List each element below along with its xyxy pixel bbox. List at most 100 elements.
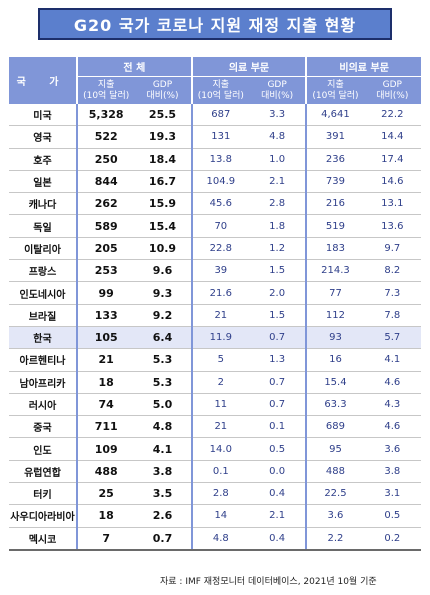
medical-spend-cell: 70 — [191, 214, 249, 238]
total-gdp-cell: 3.8 — [134, 460, 193, 484]
nonmedical-gdp-cell: 0.5 — [363, 504, 421, 528]
medical-gdp-cell: 0.7 — [248, 371, 308, 394]
country-cell: 영국 — [9, 125, 79, 149]
nonmedical-spend-cell: 4,641 — [306, 104, 364, 127]
nonmedical-spend-cell: 391 — [306, 125, 364, 149]
nonmedical-spend-cell: 77 — [306, 281, 364, 305]
medical-spend-cell: 5 — [191, 348, 249, 372]
country-cell: 한국 — [9, 326, 79, 350]
country-cell: 독일 — [9, 214, 79, 238]
table-row: 멕시코 7 0.7 4.8 0.4 2.2 0.2 — [9, 527, 421, 551]
table-row: 러시아 74 5.0 11 0.7 63.3 4.3 — [9, 393, 421, 417]
table-row: 중국 711 4.8 21 0.1 689 4.6 — [9, 415, 421, 439]
total-spend-cell: 18 — [77, 371, 135, 394]
country-cell: 일본 — [9, 170, 79, 194]
country-cell: 브라질 — [9, 304, 79, 327]
medical-gdp-cell: 2.8 — [248, 192, 308, 216]
table-row: 미국 5,328 25.5 687 3.3 4,641 22.2 — [9, 104, 421, 127]
total-gdp-cell: 9.2 — [134, 304, 193, 327]
medical-gdp-cell: 2.0 — [248, 281, 308, 305]
country-cell: 인도네시아 — [9, 281, 79, 305]
total-gdp-cell: 19.3 — [134, 125, 193, 149]
total-gdp-cell: 5.3 — [134, 348, 193, 372]
spending-table: 국 가 전 체 의료 부문 비의료 부문 지출 (10억 달러) GDP 대비(%)… — [9, 57, 421, 551]
medical-spend-cell: 131 — [191, 125, 249, 149]
total-gdp-cell: 0.7 — [134, 527, 193, 551]
header-group-nonmedical: 비의료 부문 — [306, 57, 421, 77]
total-gdp-cell: 6.4 — [134, 326, 193, 350]
source-note: 자료 : IMF 재정모니터 데이터베이스, 2021년 10월 기준 — [160, 577, 377, 587]
country-cell: 유럽연합 — [9, 460, 79, 484]
nonmedical-spend-cell: 183 — [306, 237, 364, 261]
medical-spend-cell: 21.6 — [191, 281, 249, 305]
country-cell: 미국 — [9, 104, 79, 127]
medical-spend-cell: 45.6 — [191, 192, 249, 216]
country-cell: 아르헨티나 — [9, 348, 79, 372]
medical-gdp-cell: 0.0 — [248, 460, 308, 484]
nonmedical-spend-cell: 216 — [306, 192, 364, 216]
medical-gdp-cell: 2.1 — [248, 170, 308, 194]
medical-gdp-cell: 0.1 — [248, 415, 308, 439]
table-row: 영국 522 19.3 131 4.8 391 14.4 — [9, 125, 421, 149]
nonmedical-gdp-cell: 9.7 — [363, 237, 421, 261]
table-row: 독일 589 15.4 70 1.8 519 13.6 — [9, 214, 421, 238]
header-nonmedical-gdp: GDP 대비(%) — [363, 76, 421, 104]
medical-gdp-cell: 0.4 — [248, 482, 308, 506]
medical-gdp-cell: 1.5 — [248, 259, 308, 283]
medical-spend-cell: 22.8 — [191, 237, 249, 261]
total-spend-cell: 105 — [77, 326, 135, 350]
total-spend-cell: 18 — [77, 504, 135, 528]
nonmedical-spend-cell: 739 — [306, 170, 364, 194]
country-cell: 프랑스 — [9, 259, 79, 283]
country-cell: 중국 — [9, 415, 79, 439]
nonmedical-gdp-cell: 7.8 — [363, 304, 421, 327]
header-total-spend: 지출 (10억 달러) — [77, 76, 135, 104]
medical-spend-cell: 2 — [191, 371, 249, 394]
country-cell: 호주 — [9, 148, 79, 171]
medical-gdp-cell: 1.0 — [248, 148, 308, 171]
medical-spend-cell: 14.0 — [191, 437, 249, 461]
medical-gdp-cell: 0.7 — [248, 326, 308, 350]
total-gdp-cell: 2.6 — [134, 504, 193, 528]
medical-spend-cell: 4.8 — [191, 527, 249, 551]
nonmedical-gdp-cell: 8.2 — [363, 259, 421, 283]
nonmedical-gdp-cell: 3.6 — [363, 437, 421, 461]
medical-gdp-cell: 2.1 — [248, 504, 308, 528]
nonmedical-spend-cell: 214.3 — [306, 259, 364, 283]
header-group-total: 전 체 — [77, 57, 193, 77]
medical-gdp-cell: 1.5 — [248, 304, 308, 327]
nonmedical-gdp-cell: 14.4 — [363, 125, 421, 149]
total-gdp-cell: 16.7 — [134, 170, 193, 194]
table-body: 미국 5,328 25.5 687 3.3 4,641 22.2 영국 522 19.3 131 4.… — [9, 104, 421, 551]
header-medical-gdp: GDP 대비(%) — [248, 76, 308, 104]
title-banner: G20 국가 코로나 지원 재정 지출 현황 — [38, 8, 392, 40]
header-nonmedical-spend: 지출 (10억 달러) — [306, 76, 364, 104]
table-row: 인도네시아 99 9.3 21.6 2.0 77 7.3 — [9, 281, 421, 305]
medical-spend-cell: 21 — [191, 415, 249, 439]
total-spend-cell: 844 — [77, 170, 135, 194]
total-gdp-cell: 10.9 — [134, 237, 193, 261]
total-spend-cell: 109 — [77, 437, 135, 461]
medical-spend-cell: 11.9 — [191, 326, 249, 350]
nonmedical-spend-cell: 2.2 — [306, 527, 364, 551]
total-gdp-cell: 25.5 — [134, 104, 193, 127]
header-medical-spend: 지출 (10억 달러) — [191, 76, 249, 104]
country-cell: 이탈리아 — [9, 237, 79, 261]
medical-gdp-cell: 0.7 — [248, 393, 308, 417]
total-spend-cell: 74 — [77, 393, 135, 417]
table-row: 인도 109 4.1 14.0 0.5 95 3.6 — [9, 437, 421, 461]
total-gdp-cell: 15.4 — [134, 214, 193, 238]
total-spend-cell: 262 — [77, 192, 135, 216]
total-spend-cell: 99 — [77, 281, 135, 305]
total-spend-cell: 7 — [77, 527, 135, 551]
nonmedical-spend-cell: 519 — [306, 214, 364, 238]
table-row: 캐나다 262 15.9 45.6 2.8 216 13.1 — [9, 192, 421, 216]
nonmedical-gdp-cell: 3.1 — [363, 482, 421, 506]
medical-spend-cell: 0.1 — [191, 460, 249, 484]
country-cell: 러시아 — [9, 393, 79, 417]
table-row: 프랑스 253 9.6 39 1.5 214.3 8.2 — [9, 259, 421, 283]
total-spend-cell: 25 — [77, 482, 135, 506]
table-row: 브라질 133 9.2 21 1.5 112 7.8 — [9, 304, 421, 327]
total-gdp-cell: 18.4 — [134, 148, 193, 171]
table-row: 아르헨티나 21 5.3 5 1.3 16 4.1 — [9, 348, 421, 372]
